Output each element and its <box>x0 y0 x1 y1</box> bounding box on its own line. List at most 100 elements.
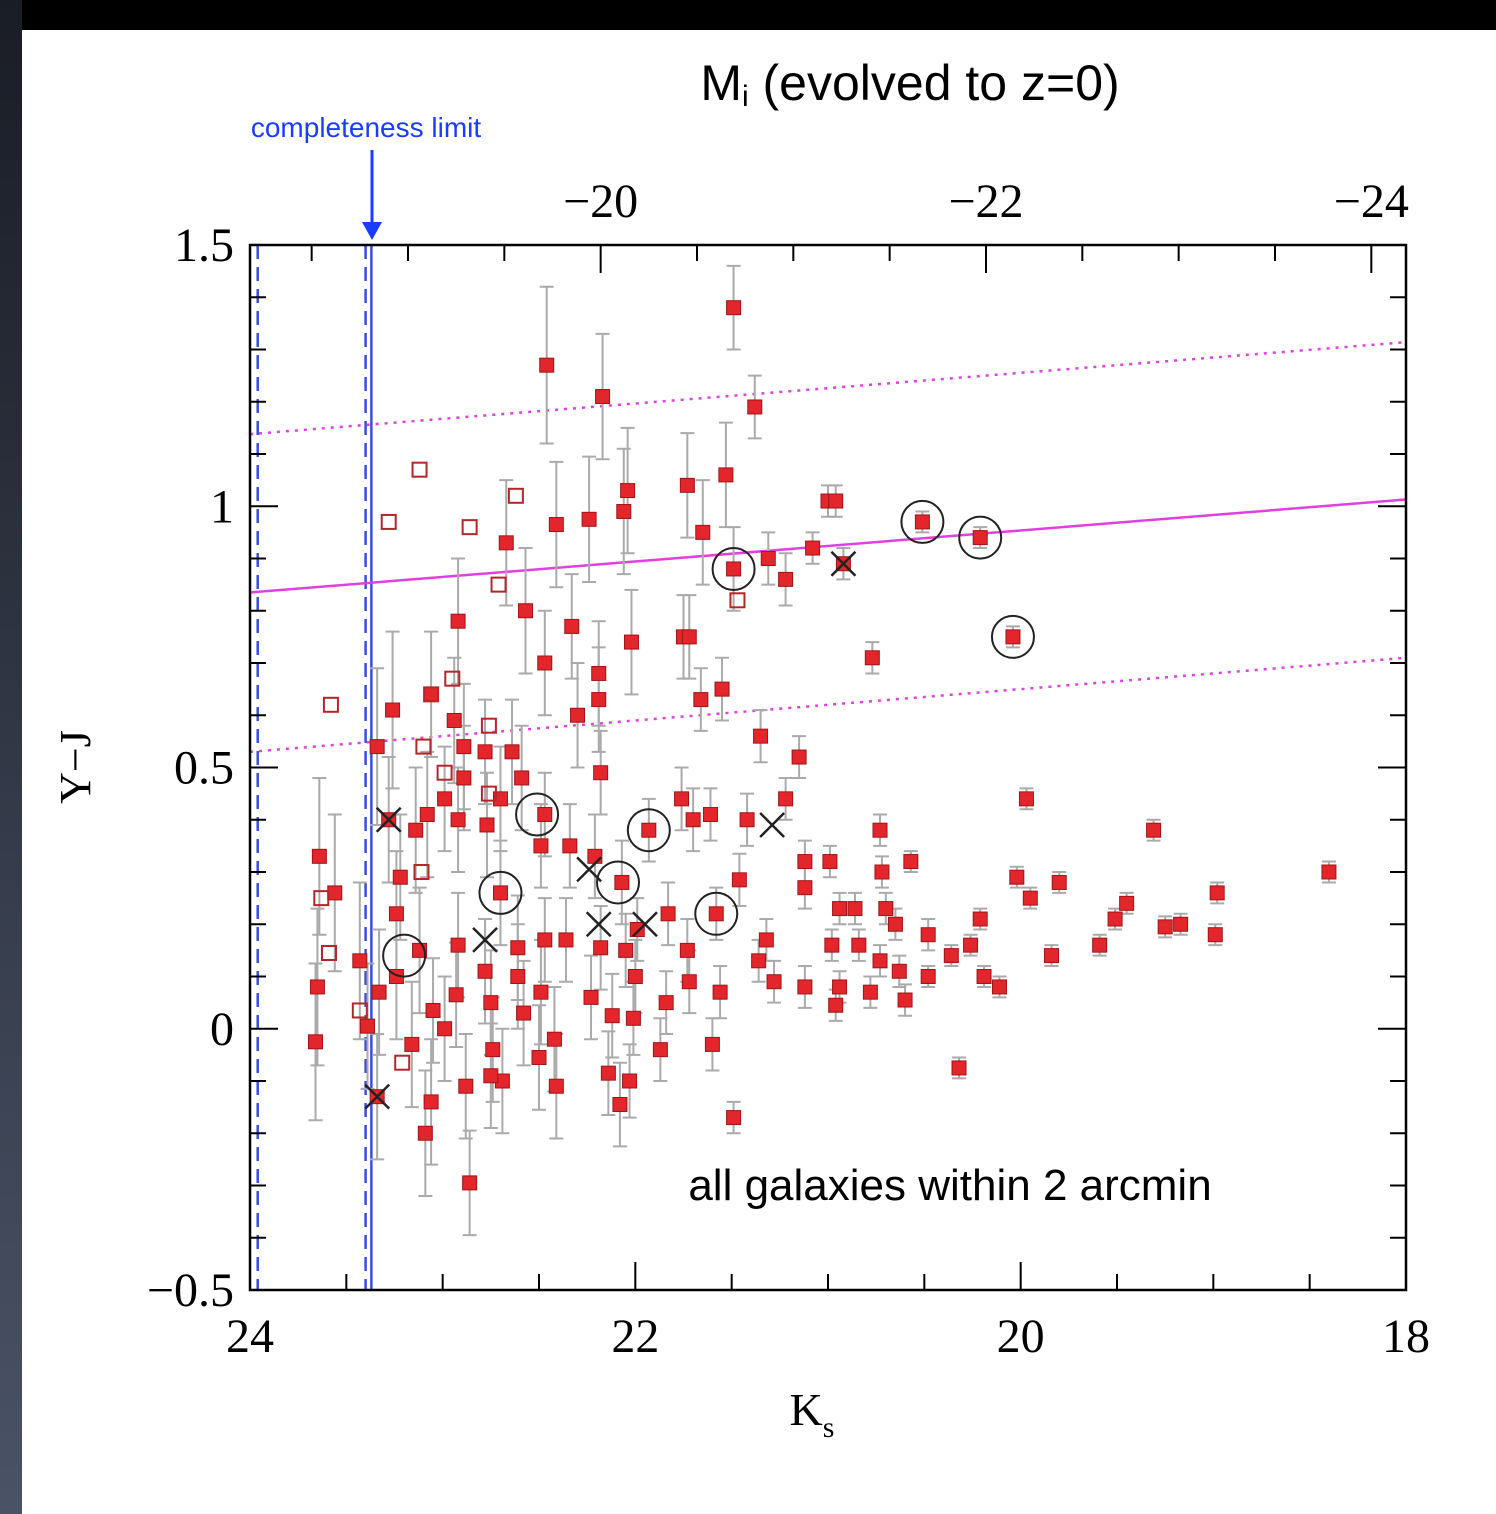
galaxy-point <box>778 571 794 587</box>
galaxy-point <box>360 1018 376 1034</box>
galaxy-point <box>388 906 404 922</box>
galaxy-point <box>679 942 695 958</box>
cross-marker <box>632 911 658 938</box>
galaxy-point <box>1119 895 1135 911</box>
galaxy-point <box>531 1049 547 1065</box>
circle-marker <box>900 499 945 544</box>
galaxy-point <box>593 940 609 956</box>
cross-marker <box>830 550 857 577</box>
galaxy-point <box>760 551 776 566</box>
top-axis-label: Mi (evolved to z=0) <box>700 55 1119 113</box>
galaxy-point <box>751 953 767 969</box>
galaxy-point <box>458 1078 474 1094</box>
galaxy-point <box>726 300 742 316</box>
galaxy-point <box>595 389 611 405</box>
galaxy-point <box>419 807 435 823</box>
galaxy-point <box>629 921 645 937</box>
galaxy-point <box>726 1110 742 1126</box>
galaxy-point <box>972 911 988 927</box>
galaxy-point <box>851 937 867 953</box>
galaxy-point <box>446 712 462 728</box>
galaxy-point-open <box>322 696 339 713</box>
slide-edge <box>0 0 22 1514</box>
galaxy-point <box>797 880 813 896</box>
galaxy-point-open <box>415 738 432 755</box>
y-tick-label: 1.5 <box>174 219 234 272</box>
galaxy-point-open <box>480 785 497 802</box>
galaxy-point <box>539 357 555 373</box>
galaxy-point <box>614 874 630 890</box>
galaxy-point <box>392 869 408 885</box>
galaxy-point <box>641 822 657 838</box>
circle-marker <box>595 860 640 905</box>
galaxy-point-open <box>436 764 453 781</box>
galaxy-point <box>887 916 903 932</box>
galaxy-point <box>731 872 747 888</box>
galaxy-point <box>425 1002 441 1018</box>
galaxy-point <box>693 692 709 708</box>
galaxy-point <box>739 812 755 828</box>
galaxy-point <box>483 1068 499 1084</box>
panel <box>22 30 1496 1514</box>
galaxy-point <box>485 1042 501 1058</box>
galaxy-point <box>564 618 580 634</box>
galaxy-point <box>570 707 586 723</box>
galaxy-point <box>828 493 844 509</box>
y-tick-label: 1 <box>210 480 234 533</box>
galaxy-point <box>548 517 564 533</box>
galaxy-point <box>920 927 936 943</box>
galaxy-point-open <box>313 890 330 907</box>
galaxy-point <box>385 702 401 718</box>
galaxy-point <box>758 932 774 948</box>
circle-marker <box>478 870 523 915</box>
galaxy-point <box>1209 885 1225 901</box>
cross-marker <box>472 927 498 953</box>
galaxy-point <box>681 629 697 645</box>
galaxy-point <box>1022 890 1038 906</box>
galaxy-point <box>483 995 499 1011</box>
galaxy-point <box>864 650 880 666</box>
cross-marker <box>375 806 402 833</box>
cross-marker <box>585 911 612 938</box>
galaxy-point <box>972 530 988 546</box>
galaxy-point <box>477 963 493 979</box>
y-axis-label: Y−J <box>51 730 100 804</box>
galaxy-point <box>516 1005 532 1021</box>
arrow-head <box>362 222 382 240</box>
galaxy-point <box>498 535 514 551</box>
y-tick-label: −0.5 <box>147 1264 234 1317</box>
galaxy-point <box>1107 911 1123 927</box>
x2-tick-label: −22 <box>948 175 1023 228</box>
galaxy-point <box>943 948 959 964</box>
galaxy-point <box>704 1036 720 1052</box>
galaxy-point <box>504 744 520 760</box>
annotation: completeness limit <box>251 112 482 143</box>
galaxy-point <box>805 540 821 556</box>
galaxy-point <box>369 739 385 755</box>
galaxy-point <box>622 1073 638 1089</box>
galaxy-point <box>477 744 493 760</box>
galaxy-point <box>797 979 813 995</box>
galaxy-point <box>456 770 472 786</box>
galaxy-point <box>878 901 894 917</box>
x-tick-label: 24 <box>226 1310 274 1363</box>
galaxy-point <box>685 812 701 828</box>
galaxy-point <box>623 634 639 650</box>
circle-marker <box>382 933 427 978</box>
galaxy-point <box>753 728 769 744</box>
galaxy-point <box>371 984 387 1000</box>
galaxy-point <box>822 854 838 870</box>
galaxy-point <box>417 1125 433 1141</box>
galaxy-point <box>797 854 813 870</box>
galaxy-point <box>652 1042 668 1058</box>
galaxy-point <box>558 932 574 948</box>
galaxy-point <box>914 514 930 530</box>
x2-tick-label: −24 <box>1334 175 1409 228</box>
circle-marker <box>958 515 1003 560</box>
galaxy-point <box>658 995 674 1011</box>
circle-marker <box>694 891 739 936</box>
galaxy-point <box>847 901 863 917</box>
galaxy-point <box>448 987 464 1003</box>
galaxy-point <box>1009 869 1025 885</box>
galaxy-point <box>537 932 553 948</box>
